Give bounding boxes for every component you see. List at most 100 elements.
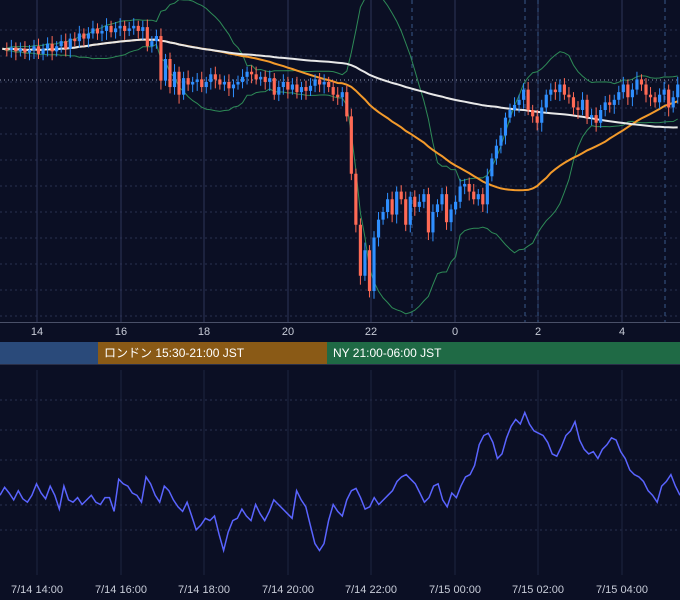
candle-body — [553, 89, 557, 93]
candle-body — [204, 81, 208, 88]
candle-body — [349, 116, 353, 174]
candle-body — [417, 201, 421, 207]
price-axis-label: 14 — [30, 326, 44, 338]
candle-body — [444, 194, 449, 223]
candle-body — [172, 71, 177, 88]
indicator-axis-label: 7/14 14:00 — [11, 584, 63, 596]
indicator-axis-label: 7/15 04:00 — [596, 584, 648, 596]
candle-body — [9, 47, 13, 51]
candle-body — [531, 110, 535, 117]
candle-body — [612, 99, 616, 105]
candle-body — [281, 81, 285, 88]
candle-body — [308, 85, 313, 91]
candle-body — [472, 191, 476, 200]
candle-body — [318, 79, 322, 85]
candle-body — [23, 48, 27, 53]
candle-body — [240, 76, 245, 82]
candle-body — [345, 92, 349, 117]
candle-body — [512, 104, 517, 110]
candle-body — [503, 117, 508, 136]
session-london: ロンドン 15:30-21:00 JST — [98, 342, 327, 364]
candle-body — [41, 48, 45, 54]
candle-body — [268, 78, 272, 82]
candle-body — [336, 94, 340, 98]
candle-body — [617, 92, 621, 100]
candle-body — [413, 196, 417, 207]
candle-body — [658, 94, 662, 103]
candle-body — [467, 183, 471, 192]
candle-body — [27, 50, 32, 53]
candle-body — [431, 212, 435, 233]
candle-body — [585, 99, 589, 118]
candle-body — [608, 102, 612, 105]
pane-divider[interactable] — [0, 364, 680, 369]
candle-body — [200, 79, 204, 88]
candle-body — [363, 250, 367, 276]
candle-body — [95, 28, 100, 34]
candle-body — [263, 76, 267, 82]
candle-body — [195, 79, 199, 82]
candle-body — [91, 28, 95, 34]
indicator-axis-label: 7/15 02:00 — [512, 584, 564, 596]
candle-body — [435, 204, 440, 212]
price-axis-label: 18 — [197, 326, 211, 338]
candle-body — [562, 84, 566, 95]
candle-body — [422, 194, 426, 202]
candle-body — [653, 97, 657, 103]
indicator-axis-label: 7/14 18:00 — [178, 584, 230, 596]
bollinger-upper-line — [2, 0, 678, 182]
candle-body — [535, 116, 539, 123]
candle-body — [123, 25, 127, 31]
candle-body — [540, 107, 544, 123]
candle-body — [508, 110, 512, 118]
candle-body — [386, 199, 390, 212]
candle-body — [322, 81, 326, 85]
candle-body — [476, 194, 480, 200]
candle-body — [544, 94, 548, 108]
price-axis-label: 22 — [364, 326, 378, 338]
candle-body — [132, 25, 136, 29]
candle-body — [358, 224, 362, 276]
candle-body — [522, 89, 526, 100]
candle-body — [354, 173, 358, 225]
candle-body — [36, 46, 41, 54]
candle-body — [499, 135, 503, 146]
long-moving-average-line — [2, 38, 678, 129]
candle-body — [163, 59, 168, 81]
candle-body — [458, 186, 462, 202]
candle-body — [494, 145, 498, 159]
candle-body — [639, 79, 644, 85]
indicator-line — [0, 410, 680, 554]
candle-body — [671, 97, 675, 108]
candle-body — [213, 74, 217, 80]
candle-body — [630, 89, 634, 98]
candle-body — [567, 94, 571, 98]
candle-body — [286, 81, 290, 90]
session-bar: ロンドン 15:30-21:00 JST NY 21:00-06:00 JST — [0, 342, 680, 364]
candle-body — [594, 115, 598, 123]
bollinger-lower-line — [2, 43, 678, 315]
candle-body — [100, 30, 104, 34]
candle-body — [367, 250, 372, 292]
indicator-chart-canvas — [0, 370, 680, 575]
candle-body — [114, 28, 118, 33]
price-time-axis: 14 16 18 20 22 0 2 4 — [0, 322, 680, 343]
candle-body — [549, 89, 553, 95]
candle-body — [517, 99, 521, 105]
candle-body — [55, 46, 59, 52]
candle-body — [454, 201, 458, 210]
candle-body — [644, 84, 648, 95]
price-chart[interactable] — [0, 0, 680, 322]
candle-body — [68, 38, 72, 49]
indicator-chart[interactable] — [0, 370, 680, 575]
candle-body — [50, 43, 54, 52]
candle-body — [381, 212, 385, 220]
candle-body — [77, 33, 81, 42]
candle-body — [191, 81, 195, 85]
candle-body — [245, 71, 249, 77]
candle-body — [590, 115, 594, 118]
candle-body — [331, 87, 335, 95]
candle-body — [290, 84, 294, 90]
candle-body — [177, 71, 181, 95]
candle-body — [14, 47, 18, 52]
